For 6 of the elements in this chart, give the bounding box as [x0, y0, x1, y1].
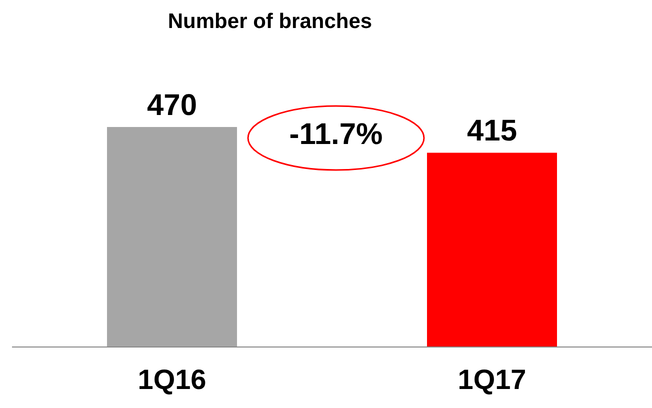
data-label: 415 [466, 114, 518, 148]
annotation: -11.7% [288, 118, 384, 152]
data-label: 470 [146, 89, 198, 122]
chart-title: Number of branches [166, 10, 374, 34]
x-tick-label: 1Q17 [458, 364, 526, 395]
x-tick-label: 1Q16 [138, 364, 206, 395]
